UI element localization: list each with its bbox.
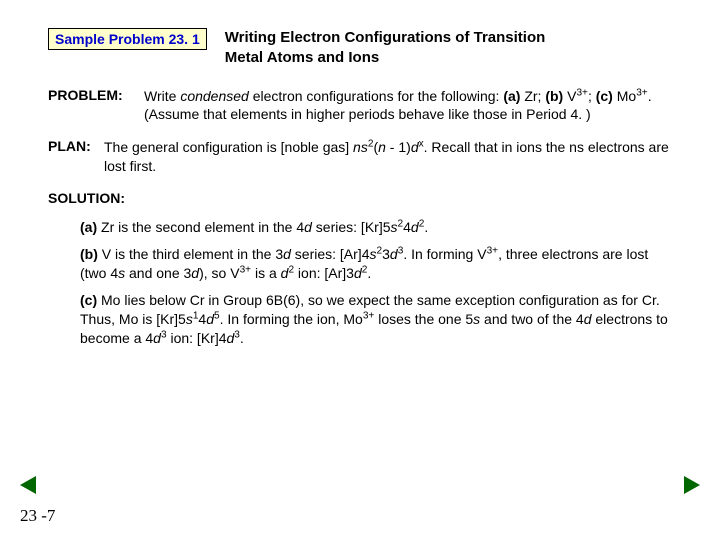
t: ns xyxy=(353,139,368,155)
t: series: [Kr]5 xyxy=(312,219,391,235)
solution-a: (a) Zr is the second element in the 4d s… xyxy=(80,218,672,237)
t: loses the one 5 xyxy=(374,311,473,327)
t: series: [Ar]4 xyxy=(291,246,370,262)
plan-body: The general configuration is [noble gas]… xyxy=(104,138,672,176)
sup: 3+ xyxy=(636,87,648,98)
t: . xyxy=(240,330,244,346)
t: 4 xyxy=(403,219,411,235)
t: ion: [Kr]4 xyxy=(167,330,227,346)
tag-a: (a) xyxy=(503,88,520,104)
t: - 1) xyxy=(386,139,411,155)
t: 3 xyxy=(382,246,390,262)
t: and two of the 4 xyxy=(480,311,584,327)
prev-button[interactable] xyxy=(20,476,36,494)
t: Zr; xyxy=(520,88,545,104)
sup: 3+ xyxy=(240,264,252,275)
t: ; xyxy=(588,88,596,104)
t: n xyxy=(378,139,386,155)
t: d xyxy=(584,311,592,327)
solution-c: (c) Mo lies below Cr in Group 6B(6), so … xyxy=(80,291,672,348)
problem-body: Write condensed electron configurations … xyxy=(144,87,672,125)
page-number: 23 -7 xyxy=(20,506,55,526)
tag-b: (b) xyxy=(80,246,98,262)
t: V xyxy=(563,88,576,104)
arrow-left-icon xyxy=(20,476,36,494)
title-line-1: Writing Electron Configurations of Trans… xyxy=(225,28,546,48)
t: d xyxy=(411,139,419,155)
problem-section: PROBLEM: Write condensed electron config… xyxy=(48,87,672,125)
t: . In forming the ion, Mo xyxy=(220,311,363,327)
next-button[interactable] xyxy=(684,476,700,494)
solution-items: (a) Zr is the second element in the 4d s… xyxy=(48,218,672,347)
t: condensed xyxy=(180,88,249,104)
t: and one 3 xyxy=(125,265,191,281)
t: s xyxy=(391,219,398,235)
title-line-2: Metal Atoms and Ions xyxy=(225,48,546,68)
t: d xyxy=(153,330,161,346)
slide-title: Writing Electron Configurations of Trans… xyxy=(225,28,546,69)
t: d xyxy=(354,265,362,281)
t: d xyxy=(206,311,214,327)
t: d xyxy=(304,219,312,235)
t: d xyxy=(283,246,291,262)
t: d xyxy=(191,265,199,281)
solution-b: (b) V is the third element in the 3d ser… xyxy=(80,245,672,283)
sup: 3+ xyxy=(363,310,375,321)
solution-section: SOLUTION: (a) Zr is the second element i… xyxy=(48,190,672,347)
plan-label: PLAN: xyxy=(48,138,104,176)
t: s xyxy=(370,246,377,262)
tag-c: (c) xyxy=(596,88,613,104)
sample-problem-box: Sample Problem 23. 1 xyxy=(48,28,207,50)
t: . xyxy=(424,219,428,235)
t: d xyxy=(390,246,398,262)
t: . xyxy=(367,265,371,281)
t: . In forming V xyxy=(403,246,486,262)
t: ion: [Ar]3 xyxy=(294,265,354,281)
tag-a: (a) xyxy=(80,219,97,235)
t: electron configurations for the followin… xyxy=(249,88,503,104)
t: Mo xyxy=(613,88,636,104)
t: ), so V xyxy=(199,265,239,281)
t: The general configuration is [noble gas] xyxy=(104,139,353,155)
plan-section: PLAN: The general configuration is [nobl… xyxy=(48,138,672,176)
header-row: Sample Problem 23. 1 Writing Electron Co… xyxy=(48,28,672,69)
t: s xyxy=(186,311,193,327)
solution-label: SOLUTION: xyxy=(48,190,125,206)
problem-label: PROBLEM: xyxy=(48,87,144,125)
tag-b: (b) xyxy=(545,88,563,104)
t: Zr is the second element in the 4 xyxy=(97,219,304,235)
arrow-right-icon xyxy=(684,476,700,494)
t: is a xyxy=(251,265,281,281)
sup: 3+ xyxy=(576,87,588,98)
t: V is the third element in the 3 xyxy=(98,246,283,262)
t: Write xyxy=(144,88,180,104)
t: d xyxy=(411,219,419,235)
tag-c: (c) xyxy=(80,292,97,308)
sup: 3+ xyxy=(487,245,499,256)
